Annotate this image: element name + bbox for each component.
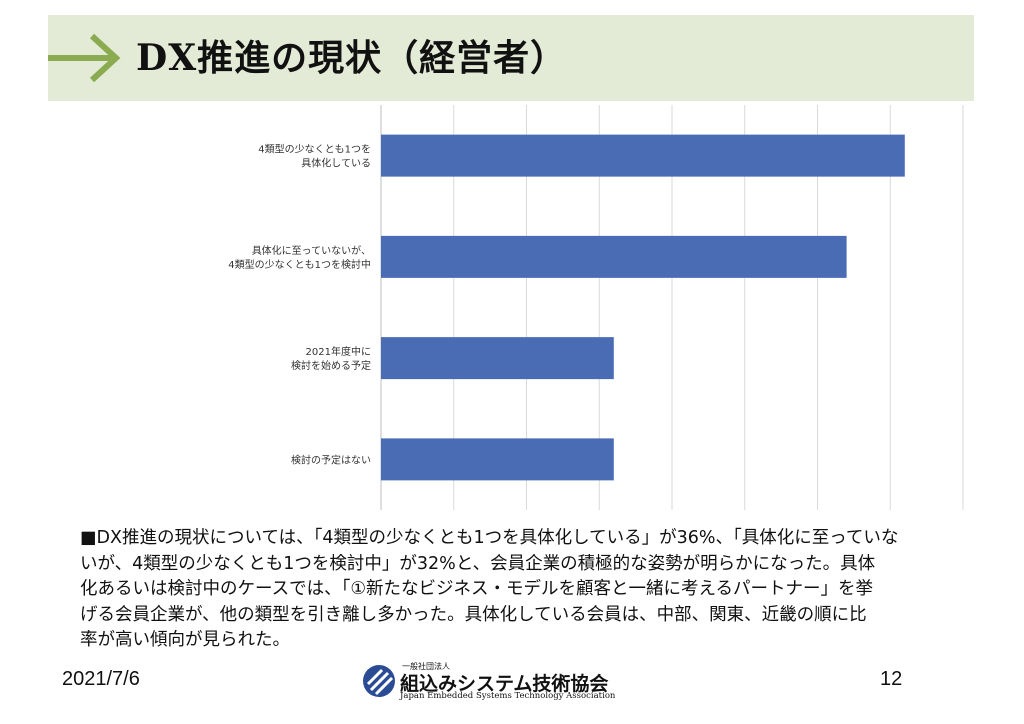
- slide-title: DX推進の現状（経営者）: [136, 37, 568, 79]
- slide-description: ■DX推進の現状については、「4類型の少なくとも1つを具体化している」が36%、…: [80, 528, 899, 650]
- bar: [381, 438, 614, 481]
- category-label-line: 具体化に至っていないが、: [252, 244, 371, 257]
- category-label-line: 4類型の少なくとも1つを: [258, 143, 371, 156]
- bar: [381, 235, 847, 278]
- category-label-line: 検討を始める予定: [291, 359, 371, 372]
- logo-english-name: Japan Embedded Systems Technology Associ…: [400, 691, 616, 701]
- organization-logo: 一般社団法人 組込みシステム技術協会 Japan Embedded System…: [362, 660, 662, 704]
- category-label: 4類型の少なくとも1つを具体化している: [258, 143, 371, 170]
- title-banner: [48, 15, 974, 101]
- bar: [381, 337, 614, 380]
- logo-prefix: 一般社団法人: [402, 662, 450, 671]
- logo-name: 組込みシステム技術協会: [400, 673, 609, 695]
- bar: [381, 134, 905, 177]
- arrow-icon: [48, 33, 121, 83]
- category-label-line: 2021年度中に: [306, 345, 371, 358]
- category-label: 2021年度中に検討を始める予定: [291, 345, 371, 372]
- slide-date: 2021/7/6: [62, 668, 140, 690]
- jasa-logo-icon: [363, 665, 395, 697]
- category-label: 具体化に至っていないが、 4類型の少なくとも1つを検討中: [228, 244, 371, 271]
- category-label: 検討の予定はない: [291, 453, 371, 466]
- category-label-line: 検討の予定はない: [291, 453, 371, 466]
- category-label-line: 4類型の少なくとも1つを検討中: [228, 258, 371, 271]
- page-number: 12: [880, 668, 903, 690]
- category-label-line: 具体化している: [301, 157, 371, 170]
